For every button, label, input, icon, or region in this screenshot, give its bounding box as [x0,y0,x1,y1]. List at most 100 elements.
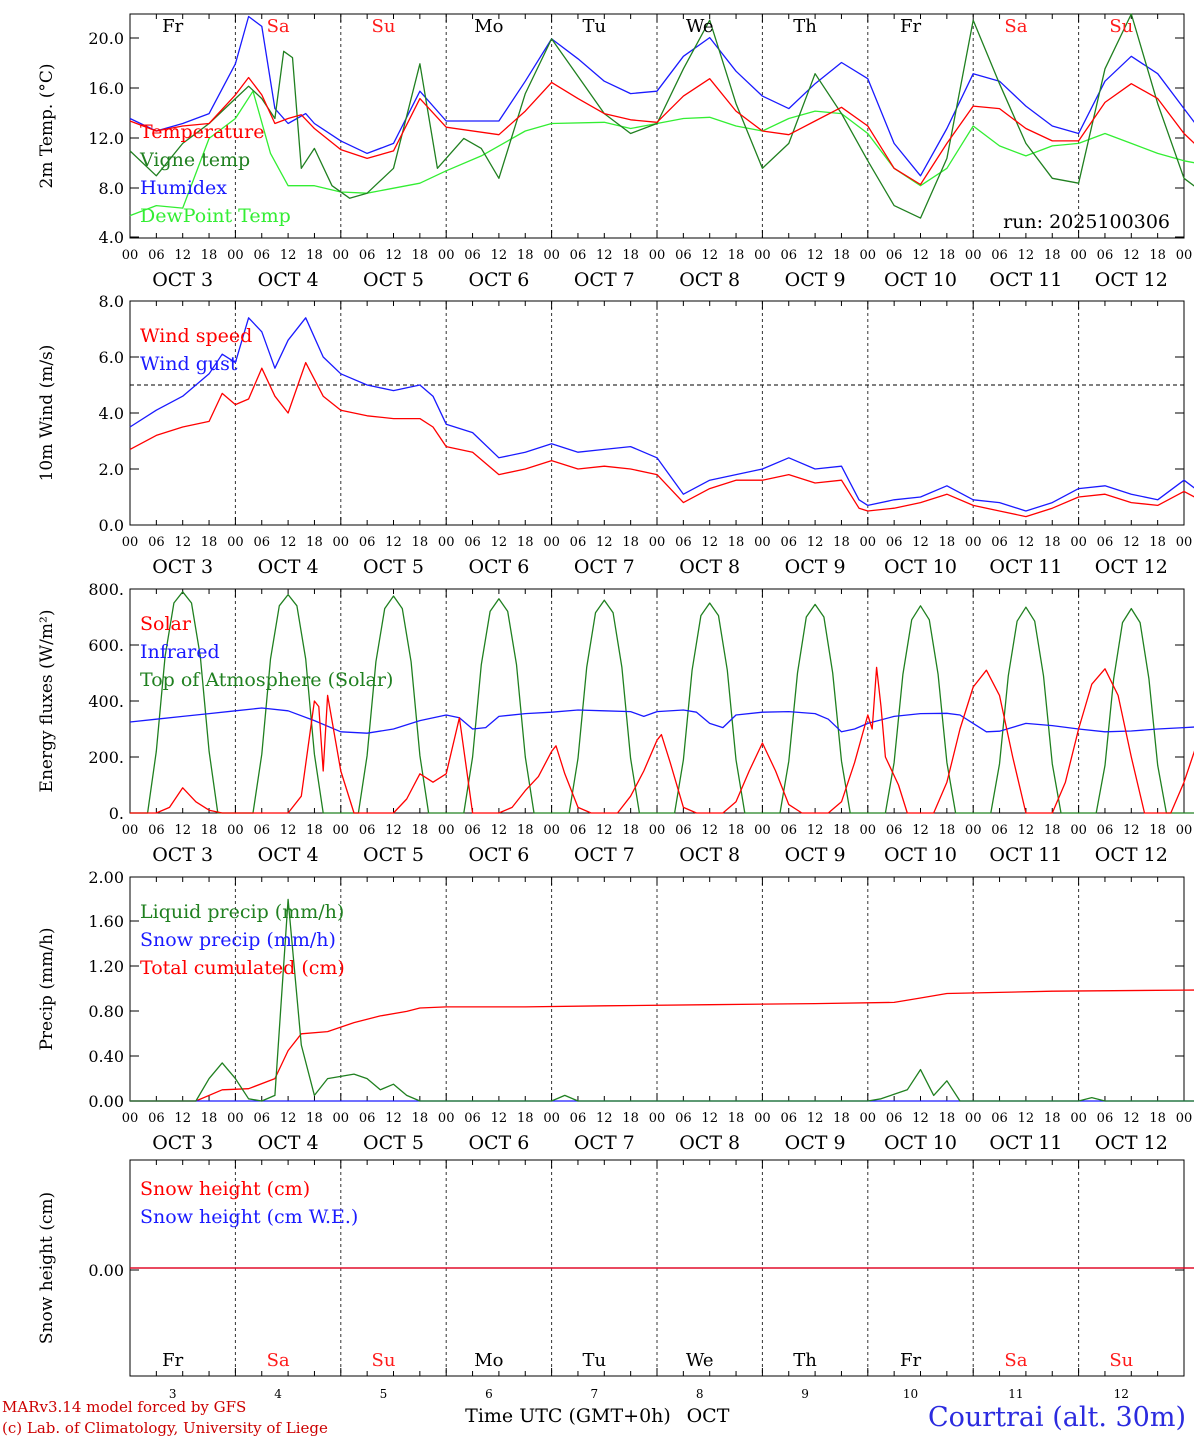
temperature-day-name: Su [1109,16,1133,37]
precip-hour-label: 00 [649,1111,666,1126]
snow-day-name: Fr [900,1350,921,1371]
energy-hour-label: 18 [1149,823,1166,838]
temperature-hour-label: 12 [1123,248,1140,263]
snow-day-name: We [686,1350,714,1371]
wind-hour-label: 12 [1123,535,1140,550]
wind-date-label: OCT 5 [363,556,424,578]
temperature-hour-label: 12 [596,248,613,263]
precip-hour-label: 18 [833,1111,850,1126]
energy-hour-label: 00 [543,823,560,838]
precip-legend-entry: Snow precip (mm/h) [140,929,336,951]
wind-date-label: OCT 7 [574,556,635,578]
energy-hour-label: 18 [306,823,323,838]
energy-hour-label: 18 [517,823,534,838]
precip-hour-label: 18 [412,1111,429,1126]
energy-hour-label: 18 [1044,823,1061,838]
wind-y-tick-label: 6.0 [99,348,124,367]
energy-hour-label: 06 [1097,823,1114,838]
energy-hour-label: 06 [359,823,376,838]
energy-date-label: OCT 11 [989,844,1062,866]
temperature-hour-label: 00 [227,248,244,263]
energy-y-tick-label: 800. [88,580,124,599]
energy-legend-entry: Top of Atmosphere (Solar) [140,669,393,691]
wind-hour-label: 00 [227,535,244,550]
energy-date-label: OCT 5 [363,844,424,866]
temperature-day-name: Tu [582,16,606,37]
wind-legend-entry: Wind gust [140,353,238,375]
snow-day-name: Fr [162,1350,183,1371]
energy-series-solar [130,666,1194,814]
precip-hour-label: 12 [280,1111,297,1126]
energy-hour-label: 00 [965,823,982,838]
temperature-hour-label: 18 [412,248,429,263]
snow-day-name: Sa [1004,1350,1027,1371]
temperature-date-label: OCT 7 [574,269,635,291]
temperature-y-tick-label: 16.0 [88,79,124,98]
temperature-hour-label: 06 [780,248,797,263]
precip-y-tick-label: 1.60 [88,912,124,931]
energy-hour-label: 18 [833,823,850,838]
snow-legend-entry: Snow height (cm W.E.) [140,1206,358,1228]
temperature-day-name: We [686,16,714,37]
wind-hour-label: 00 [543,535,560,550]
wind-hour-label: 12 [174,535,191,550]
wind-date-label: OCT 6 [468,556,529,578]
wind-hour-label: 06 [1097,535,1114,550]
temperature-hour-label: 12 [280,248,297,263]
precip-hour-label: 18 [517,1111,534,1126]
precip-y-axis-label: Precip (mm/h) [37,927,57,1050]
energy-hour-label: 00 [754,823,771,838]
wind-date-label: OCT 8 [679,556,740,578]
precip-hour-label: 06 [148,1111,165,1126]
energy-series-top-of-atmosphere-solar- [130,591,1194,814]
precip-hour-label: 12 [596,1111,613,1126]
precip-y-tick-label: 0.00 [88,1092,124,1111]
temperature-day-name: Su [372,16,396,37]
energy-date-label: OCT 7 [574,844,635,866]
energy-hour-label: 12 [491,823,508,838]
precip-hour-label: 18 [728,1111,745,1126]
x-axis-label: Time UTC (GMT+0h) [465,1405,671,1427]
bottom-date-number: 9 [801,1387,809,1401]
temperature-legend-entry: Humidex [140,177,227,199]
temperature-legend-entry: DewPoint Temp [140,205,291,227]
wind-date-label: OCT 10 [884,556,957,578]
wind-series-wind-speed [129,361,1194,518]
snow-y-tick-label: 0.00 [88,1261,124,1280]
precip-y-tick-label: 0.40 [88,1047,124,1066]
energy-legend-entry: Solar [140,613,192,635]
precip-hour-label: 12 [385,1111,402,1126]
temperature-y-tick-label: 12.0 [88,129,124,148]
wind-hour-label: 18 [306,535,323,550]
temperature-hour-label: 12 [174,248,191,263]
precip-date-label: OCT 9 [785,1132,846,1154]
precip-hour-label: 12 [1123,1111,1140,1126]
precip-hour-label: 12 [912,1111,929,1126]
temperature-date-label: OCT 4 [258,269,319,291]
precip-hour-label: 00 [1176,1111,1193,1126]
temperature-day-name: Sa [267,16,290,37]
wind-hour-label: 00 [1070,535,1087,550]
temperature-hour-label: 18 [728,248,745,263]
precip-hour-label: 06 [1097,1111,1114,1126]
energy-hour-label: 18 [622,823,639,838]
temperature-hour-label: 00 [754,248,771,263]
temperature-hour-label: 12 [807,248,824,263]
energy-hour-label: 12 [596,823,613,838]
precip-date-label: OCT 3 [152,1132,213,1154]
precip-hour-label: 06 [464,1111,481,1126]
precip-hour-label: 12 [491,1111,508,1126]
precip-hour-label: 00 [227,1111,244,1126]
energy-hour-label: 06 [253,823,270,838]
wind-hour-label: 12 [701,535,718,550]
temperature-date-label: OCT 6 [468,269,529,291]
precip-hour-label: 00 [333,1111,350,1126]
temperature-hour-label: 06 [675,248,692,263]
lab-credit: (c) Lab. of Climatology, University of L… [2,1419,328,1437]
temperature-y-axis-label: 2m Temp. (°C) [37,63,57,188]
precip-hour-label: 18 [622,1111,639,1126]
energy-hour-label: 06 [675,823,692,838]
temperature-hour-label: 00 [333,248,350,263]
wind-hour-label: 12 [912,535,929,550]
